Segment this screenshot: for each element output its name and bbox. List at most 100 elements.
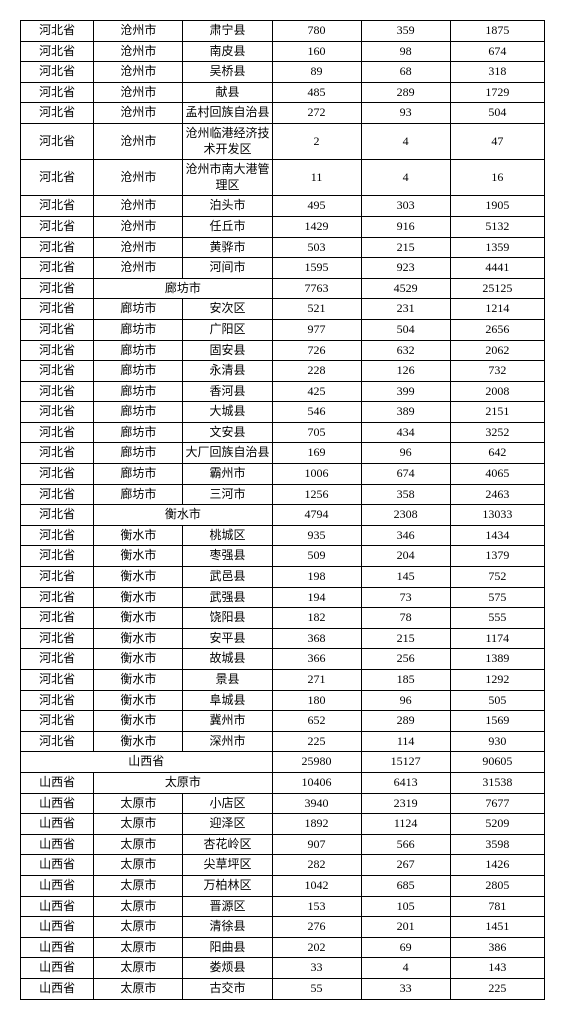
cell-city: 沧州市 [94,82,183,103]
table-row: 河北省廊坊市霸州市10066744065 [21,464,545,485]
cell-city: 廊坊市 [94,278,272,299]
cell-city: 太原市 [94,772,272,793]
table-row: 河北省衡水市武强县19473575 [21,587,545,608]
cell-county: 吴桥县 [183,62,272,83]
cell-province: 河北省 [21,422,94,443]
cell-value: 2151 [450,402,544,423]
cell-province: 河北省 [21,381,94,402]
cell-county: 大城县 [183,402,272,423]
cell-value: 160 [272,41,361,62]
cell-value: 674 [450,41,544,62]
cell-city: 沧州市 [94,160,183,196]
table-row: 山西省太原市迎泽区189211245209 [21,814,545,835]
cell-county: 万柏林区 [183,875,272,896]
cell-value: 25980 [272,752,361,773]
cell-value: 90605 [450,752,544,773]
table-row: 河北省衡水市武邑县198145752 [21,567,545,588]
cell-value: 1595 [272,258,361,279]
cell-value: 182 [272,608,361,629]
cell-province: 山西省 [21,772,94,793]
cell-value: 4529 [361,278,450,299]
cell-city: 衡水市 [94,649,183,670]
cell-value: 4794 [272,505,361,526]
cell-value: 1892 [272,814,361,835]
cell-value: 4 [361,958,450,979]
cell-county: 永清县 [183,361,272,382]
cell-value: 15127 [361,752,450,773]
cell-county: 南皮县 [183,41,272,62]
table-row: 山西省太原市阳曲县20269386 [21,937,545,958]
cell-value: 47 [450,123,544,159]
cell-county: 桃城区 [183,525,272,546]
cell-value: 143 [450,958,544,979]
cell-value: 521 [272,299,361,320]
cell-value: 1256 [272,484,361,505]
table-row: 河北省衡水市故城县3662561389 [21,649,545,670]
table-row: 河北省衡水市冀州市6522891569 [21,711,545,732]
table-row: 河北省沧州市吴桥县8968318 [21,62,545,83]
cell-value: 289 [361,82,450,103]
table-row: 河北省沧州市孟村回族自治县27293504 [21,103,545,124]
cell-value: 674 [361,464,450,485]
cell-value: 3940 [272,793,361,814]
cell-province: 山西省 [21,978,94,999]
cell-value: 485 [272,82,361,103]
cell-city: 廊坊市 [94,381,183,402]
cell-value: 55 [272,978,361,999]
cell-city: 太原市 [94,834,183,855]
cell-province: 河北省 [21,340,94,361]
cell-province: 山西省 [21,875,94,896]
cell-city: 廊坊市 [94,361,183,382]
cell-province: 河北省 [21,82,94,103]
table-row: 河北省廊坊市7763452925125 [21,278,545,299]
cell-value: 1379 [450,546,544,567]
table-row: 河北省廊坊市文安县7054343252 [21,422,545,443]
cell-county: 文安县 [183,422,272,443]
table-row: 河北省衡水市饶阳县18278555 [21,608,545,629]
cell-value: 504 [361,319,450,340]
cell-value: 194 [272,587,361,608]
cell-value: 7763 [272,278,361,299]
cell-value: 198 [272,567,361,588]
cell-value: 1389 [450,649,544,670]
cell-province: 河北省 [21,361,94,382]
cell-county: 肃宁县 [183,21,272,42]
cell-value: 3598 [450,834,544,855]
cell-value: 1434 [450,525,544,546]
cell-value: 180 [272,690,361,711]
table-row: 山西省太原市清徐县2762011451 [21,917,545,938]
cell-province: 山西省 [21,855,94,876]
cell-county: 杏花岭区 [183,834,272,855]
cell-value: 93 [361,103,450,124]
cell-county: 景县 [183,670,272,691]
cell-value: 4 [361,160,450,196]
table-row: 河北省衡水市深州市225114930 [21,731,545,752]
cell-value: 11 [272,160,361,196]
cell-value: 1174 [450,628,544,649]
cell-province: 河北省 [21,690,94,711]
cell-value: 1569 [450,711,544,732]
table-row: 河北省衡水市枣强县5092041379 [21,546,545,567]
cell-province: 河北省 [21,299,94,320]
cell-city: 廊坊市 [94,319,183,340]
cell-value: 13033 [450,505,544,526]
cell-province: 河北省 [21,649,94,670]
cell-value: 5132 [450,216,544,237]
table-row: 山西省太原市晋源区153105781 [21,896,545,917]
cell-value: 271 [272,670,361,691]
cell-province: 河北省 [21,62,94,83]
cell-city: 廊坊市 [94,484,183,505]
cell-province: 河北省 [21,160,94,196]
cell-value: 73 [361,587,450,608]
cell-value: 1292 [450,670,544,691]
cell-value: 1124 [361,814,450,835]
cell-province: 山西省 [21,937,94,958]
cell-province: 河北省 [21,525,94,546]
cell-value: 907 [272,834,361,855]
table-row: 河北省沧州市任丘市14299165132 [21,216,545,237]
cell-value: 2656 [450,319,544,340]
cell-value: 201 [361,917,450,938]
cell-value: 977 [272,319,361,340]
cell-value: 2308 [361,505,450,526]
cell-city: 衡水市 [94,670,183,691]
